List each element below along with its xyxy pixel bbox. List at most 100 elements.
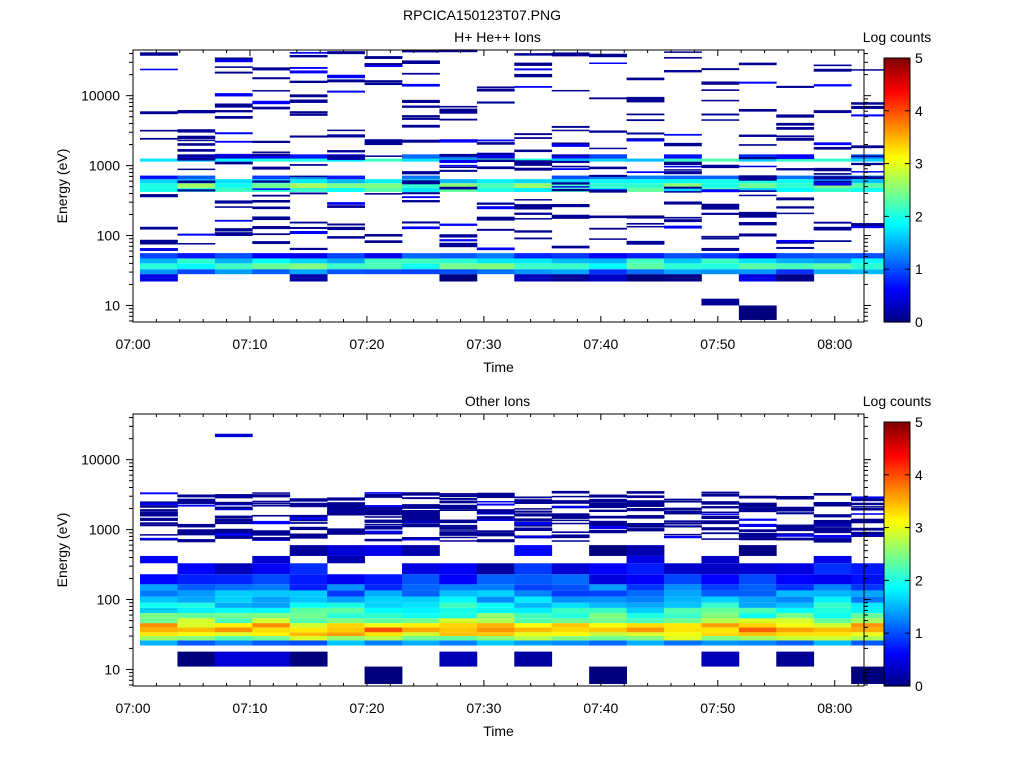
colorbar-segment [884,620,910,623]
heatmap-cell [738,134,777,137]
heatmap-cell [140,537,178,540]
colorbar-segment [884,488,910,491]
colorbar-segment [884,198,910,202]
heatmap-cell [476,247,515,251]
heatmap-cell [626,253,665,259]
heatmap-cell [439,651,478,667]
heatmap-cell [551,490,590,494]
heatmap-cell [813,636,852,641]
heatmap-cell [851,519,889,523]
colorbar-segment [884,606,910,610]
heatmap-cell [252,590,291,597]
colorbar-segment [884,571,910,575]
colorbar-segment [884,99,910,103]
heatmap-cell [476,519,515,522]
colorbar-tick-label: 4 [915,467,923,483]
heatmap-cell [214,531,253,533]
heatmap-cell [626,613,665,619]
heatmap-cell [402,99,440,103]
heatmap-cell [589,179,627,184]
heatmap-cell [289,517,328,520]
colorbar-tick-label: 0 [915,314,923,330]
heatmap-cell [701,607,740,614]
heatmap-cell [476,532,515,536]
heatmap-cell [663,623,702,628]
heatmap-cell [626,607,665,614]
x-axis: 07:00 07:10 07:20 07:30 07:40 07:50 08:00 Time [115,50,859,375]
heatmap-cell [252,106,291,110]
colorbar-segment [884,428,910,432]
heatmap-cell [439,169,478,172]
heatmap-cell [214,116,253,119]
colorbar-segment [884,275,910,279]
colorbar-segment [884,260,910,264]
heatmap-cell [738,535,777,538]
heatmap-cell [776,627,815,633]
heatmap-cell [214,501,253,505]
colorbar-segment [884,567,910,570]
heatmap-cell [514,590,553,597]
heatmap-cell [140,258,178,264]
heatmap-cell [663,590,702,597]
heatmap-cell [776,212,815,215]
heatmap-cell [476,216,515,220]
heatmap-cell [252,500,291,503]
heatmap-cell [626,222,665,225]
heatmap-cell [626,225,665,228]
heatmap-cell [402,221,440,224]
heatmap-cell [589,253,627,259]
heatmap-cell [514,133,553,136]
colorbar-segment [884,245,910,248]
heatmap-cell [439,223,478,226]
heatmap-cell [701,269,740,275]
heatmap-cell [327,502,365,505]
heatmap-cell [177,602,216,608]
heatmap-cell [589,590,627,597]
colorbar-segment [884,143,910,147]
heatmap-cell [663,225,702,229]
heatmap-cell [439,640,478,646]
colorbar-segment [884,311,910,314]
heatmap-cell [402,602,440,608]
heatmap-cell [214,531,253,535]
colorbar-segment [884,317,910,321]
heatmap-cell [364,538,403,542]
colorbar-segment [884,479,910,482]
heatmap-cell [476,153,515,156]
colorbar-segment [884,422,910,425]
colorbar-segment [884,192,910,195]
heatmap-cell [626,491,665,494]
heatmap-cell [289,66,328,69]
colorbar-segment [884,602,910,606]
colorbar-segment [884,494,910,498]
heatmap-cell [140,274,178,282]
heatmap-cell [289,590,328,597]
colorbar-segment [884,163,910,167]
heatmap-cell [439,493,478,495]
colorbar-segment [884,490,910,493]
colorbar-segment [884,77,910,81]
heatmap-cell [514,137,553,139]
heatmap-cell [214,206,253,208]
heatmap-cell [776,651,815,667]
heatmap-cell [514,618,553,624]
heatmap-cell [626,555,665,564]
colorbar-tick-label: 1 [915,625,923,641]
heatmap-cell [177,584,216,591]
heatmap-cell [551,154,590,157]
heatmap-cell [214,228,253,232]
heatmap-cell [439,500,478,503]
heatmap-cell [364,584,403,591]
heatmap-cell [439,269,478,275]
heatmap-cell [851,584,889,591]
heatmap-cell [439,501,478,504]
heatmap-cell [402,158,440,162]
heatmap-cell [439,504,478,508]
heatmap-cell [439,524,478,527]
heatmap-cell [214,506,253,510]
colorbar-tick-label: 3 [915,156,923,172]
heatmap-cell [738,607,777,614]
colorbar-segment [884,510,910,513]
heatmap-cell [327,596,365,603]
heatmap-cell [551,515,590,519]
